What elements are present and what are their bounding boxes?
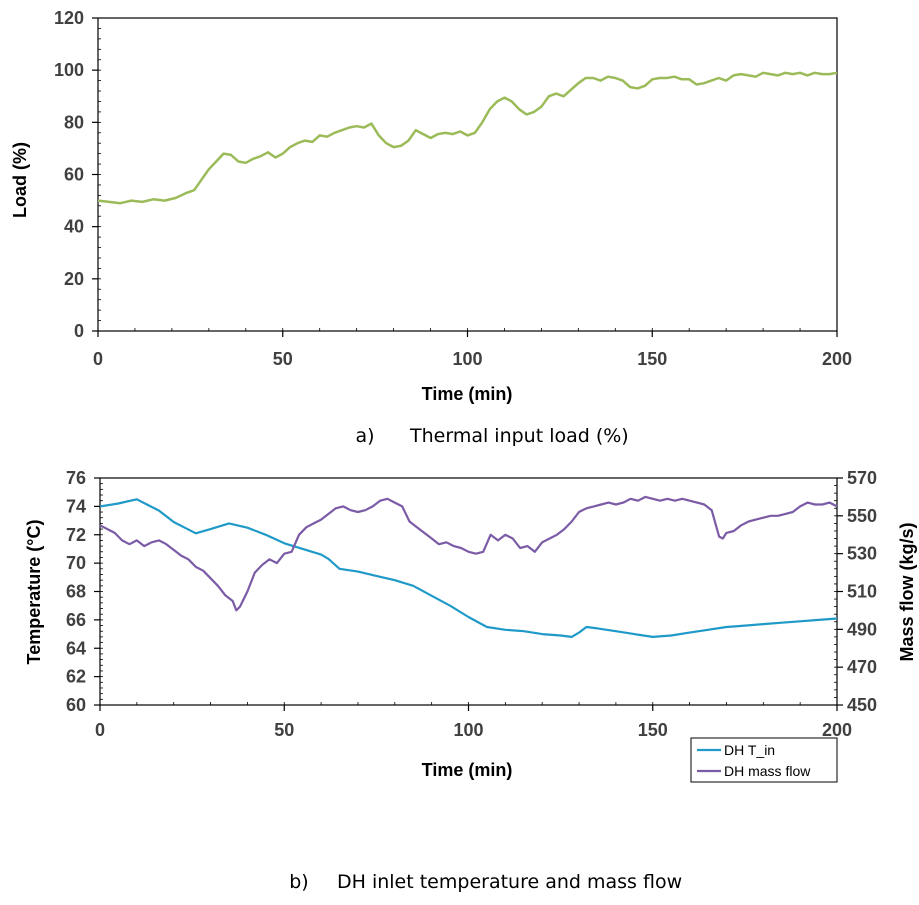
chart-b-x-tick-label: 50 bbox=[274, 720, 294, 740]
chart-b-left-y-tick-label: 66 bbox=[66, 610, 86, 630]
chart-b-left-y-tick-label: 72 bbox=[66, 525, 86, 545]
chart-b-right-y-tick-label: 570 bbox=[847, 468, 877, 488]
chart-a-x-tick-label: 150 bbox=[637, 349, 667, 369]
legend-label-dh-t-in: DH T_in bbox=[724, 742, 775, 758]
chart-b-x-tick-labels: 0 50 100 150 200 bbox=[95, 720, 852, 740]
chart-b-x-tick-label: 200 bbox=[822, 720, 852, 740]
chart-a-y-tick-label: 100 bbox=[54, 60, 84, 80]
chart-b-right-y-tick-label: 550 bbox=[847, 506, 877, 526]
chart-b-caption: DH inlet temperature and mass flow bbox=[337, 871, 682, 893]
chart-a-load-series-line bbox=[97, 71, 838, 205]
chart-b-left-y-tick-label: 64 bbox=[66, 638, 86, 658]
chart-b-x-tick-label: 100 bbox=[453, 720, 483, 740]
chart-a-y-tick-label: 40 bbox=[64, 217, 84, 237]
chart-b-left-y-tick-label: 62 bbox=[66, 667, 86, 687]
chart-b-right-y-tick-labels: 450 470 490 510 530 550 570 bbox=[847, 468, 877, 715]
chart-b-x-tick-label: 150 bbox=[638, 720, 668, 740]
chart-a-caption-prefix: a) bbox=[355, 425, 374, 447]
chart-b-left-y-tick-label: 76 bbox=[66, 468, 86, 488]
chart-a-y-tick-label: 120 bbox=[54, 8, 84, 28]
chart-b: 0 50 100 150 200 60 62 64 66 68 70 72 74 76 450 470 49… bbox=[24, 468, 917, 893]
chart-b-axes bbox=[94, 477, 843, 711]
chart-b-right-y-tick-label: 490 bbox=[847, 619, 877, 639]
chart-b-right-y-tick-label: 510 bbox=[847, 582, 877, 602]
chart-b-left-y-axis-label: Temperature (°C) bbox=[24, 520, 44, 665]
chart-a-y-tick-label: 20 bbox=[64, 269, 84, 289]
chart-a-caption: Thermal input load (%) bbox=[409, 425, 629, 447]
chart-a-x-tick-labels: 0 50 100 150 200 bbox=[93, 349, 852, 369]
chart-a-x-tick-label: 50 bbox=[273, 349, 293, 369]
chart-a-y-tick-label: 80 bbox=[64, 112, 84, 132]
chart-b-caption-prefix: b) bbox=[289, 871, 308, 893]
chart-a-x-axis-label: Time (min) bbox=[422, 384, 513, 404]
chart-b-left-y-tick-label: 70 bbox=[66, 553, 86, 573]
chart-b-left-y-tick-label: 60 bbox=[66, 695, 86, 715]
chart-b-dh-t-in-series-line bbox=[99, 498, 838, 638]
chart-a-axes bbox=[92, 17, 838, 337]
chart-a-plot-frame bbox=[97, 17, 838, 332]
chart-a-y-tick-label: 60 bbox=[64, 165, 84, 185]
chart-a-x-tick-label: 0 bbox=[93, 349, 103, 369]
chart-b-right-y-tick-label: 450 bbox=[847, 695, 877, 715]
chart-b-left-y-tick-label: 68 bbox=[66, 582, 86, 602]
legend-box bbox=[690, 737, 838, 783]
chart-a-x-tick-label: 200 bbox=[822, 349, 852, 369]
chart-b-right-y-tick-label: 530 bbox=[847, 544, 877, 564]
chart-b-plot-frame bbox=[99, 477, 838, 706]
chart-b-right-y-tick-label: 470 bbox=[847, 657, 877, 677]
chart-b-left-y-tick-label: 74 bbox=[66, 496, 86, 516]
chart-b-right-y-axis-label: Mass flow (kg/s) bbox=[897, 522, 917, 661]
chart-b-x-tick-label: 0 bbox=[95, 720, 105, 740]
chart-a-x-tick-label: 100 bbox=[452, 349, 482, 369]
chart-b-x-axis-label: Time (min) bbox=[422, 760, 513, 780]
chart-a-y-axis-label: Load (%) bbox=[10, 142, 30, 218]
chart-b-left-y-tick-labels: 60 62 64 66 68 70 72 74 76 bbox=[66, 468, 86, 715]
legend-label-dh-mass-flow: DH mass flow bbox=[724, 763, 811, 779]
chart-a-y-tick-labels: 0 20 40 60 80 100 120 bbox=[54, 8, 84, 341]
chart-b-dh-mass-flow-series-line bbox=[99, 495, 838, 612]
chart-b-legend: DH T_in DH mass flow bbox=[690, 737, 838, 783]
chart-a-y-tick-label: 0 bbox=[74, 321, 84, 341]
